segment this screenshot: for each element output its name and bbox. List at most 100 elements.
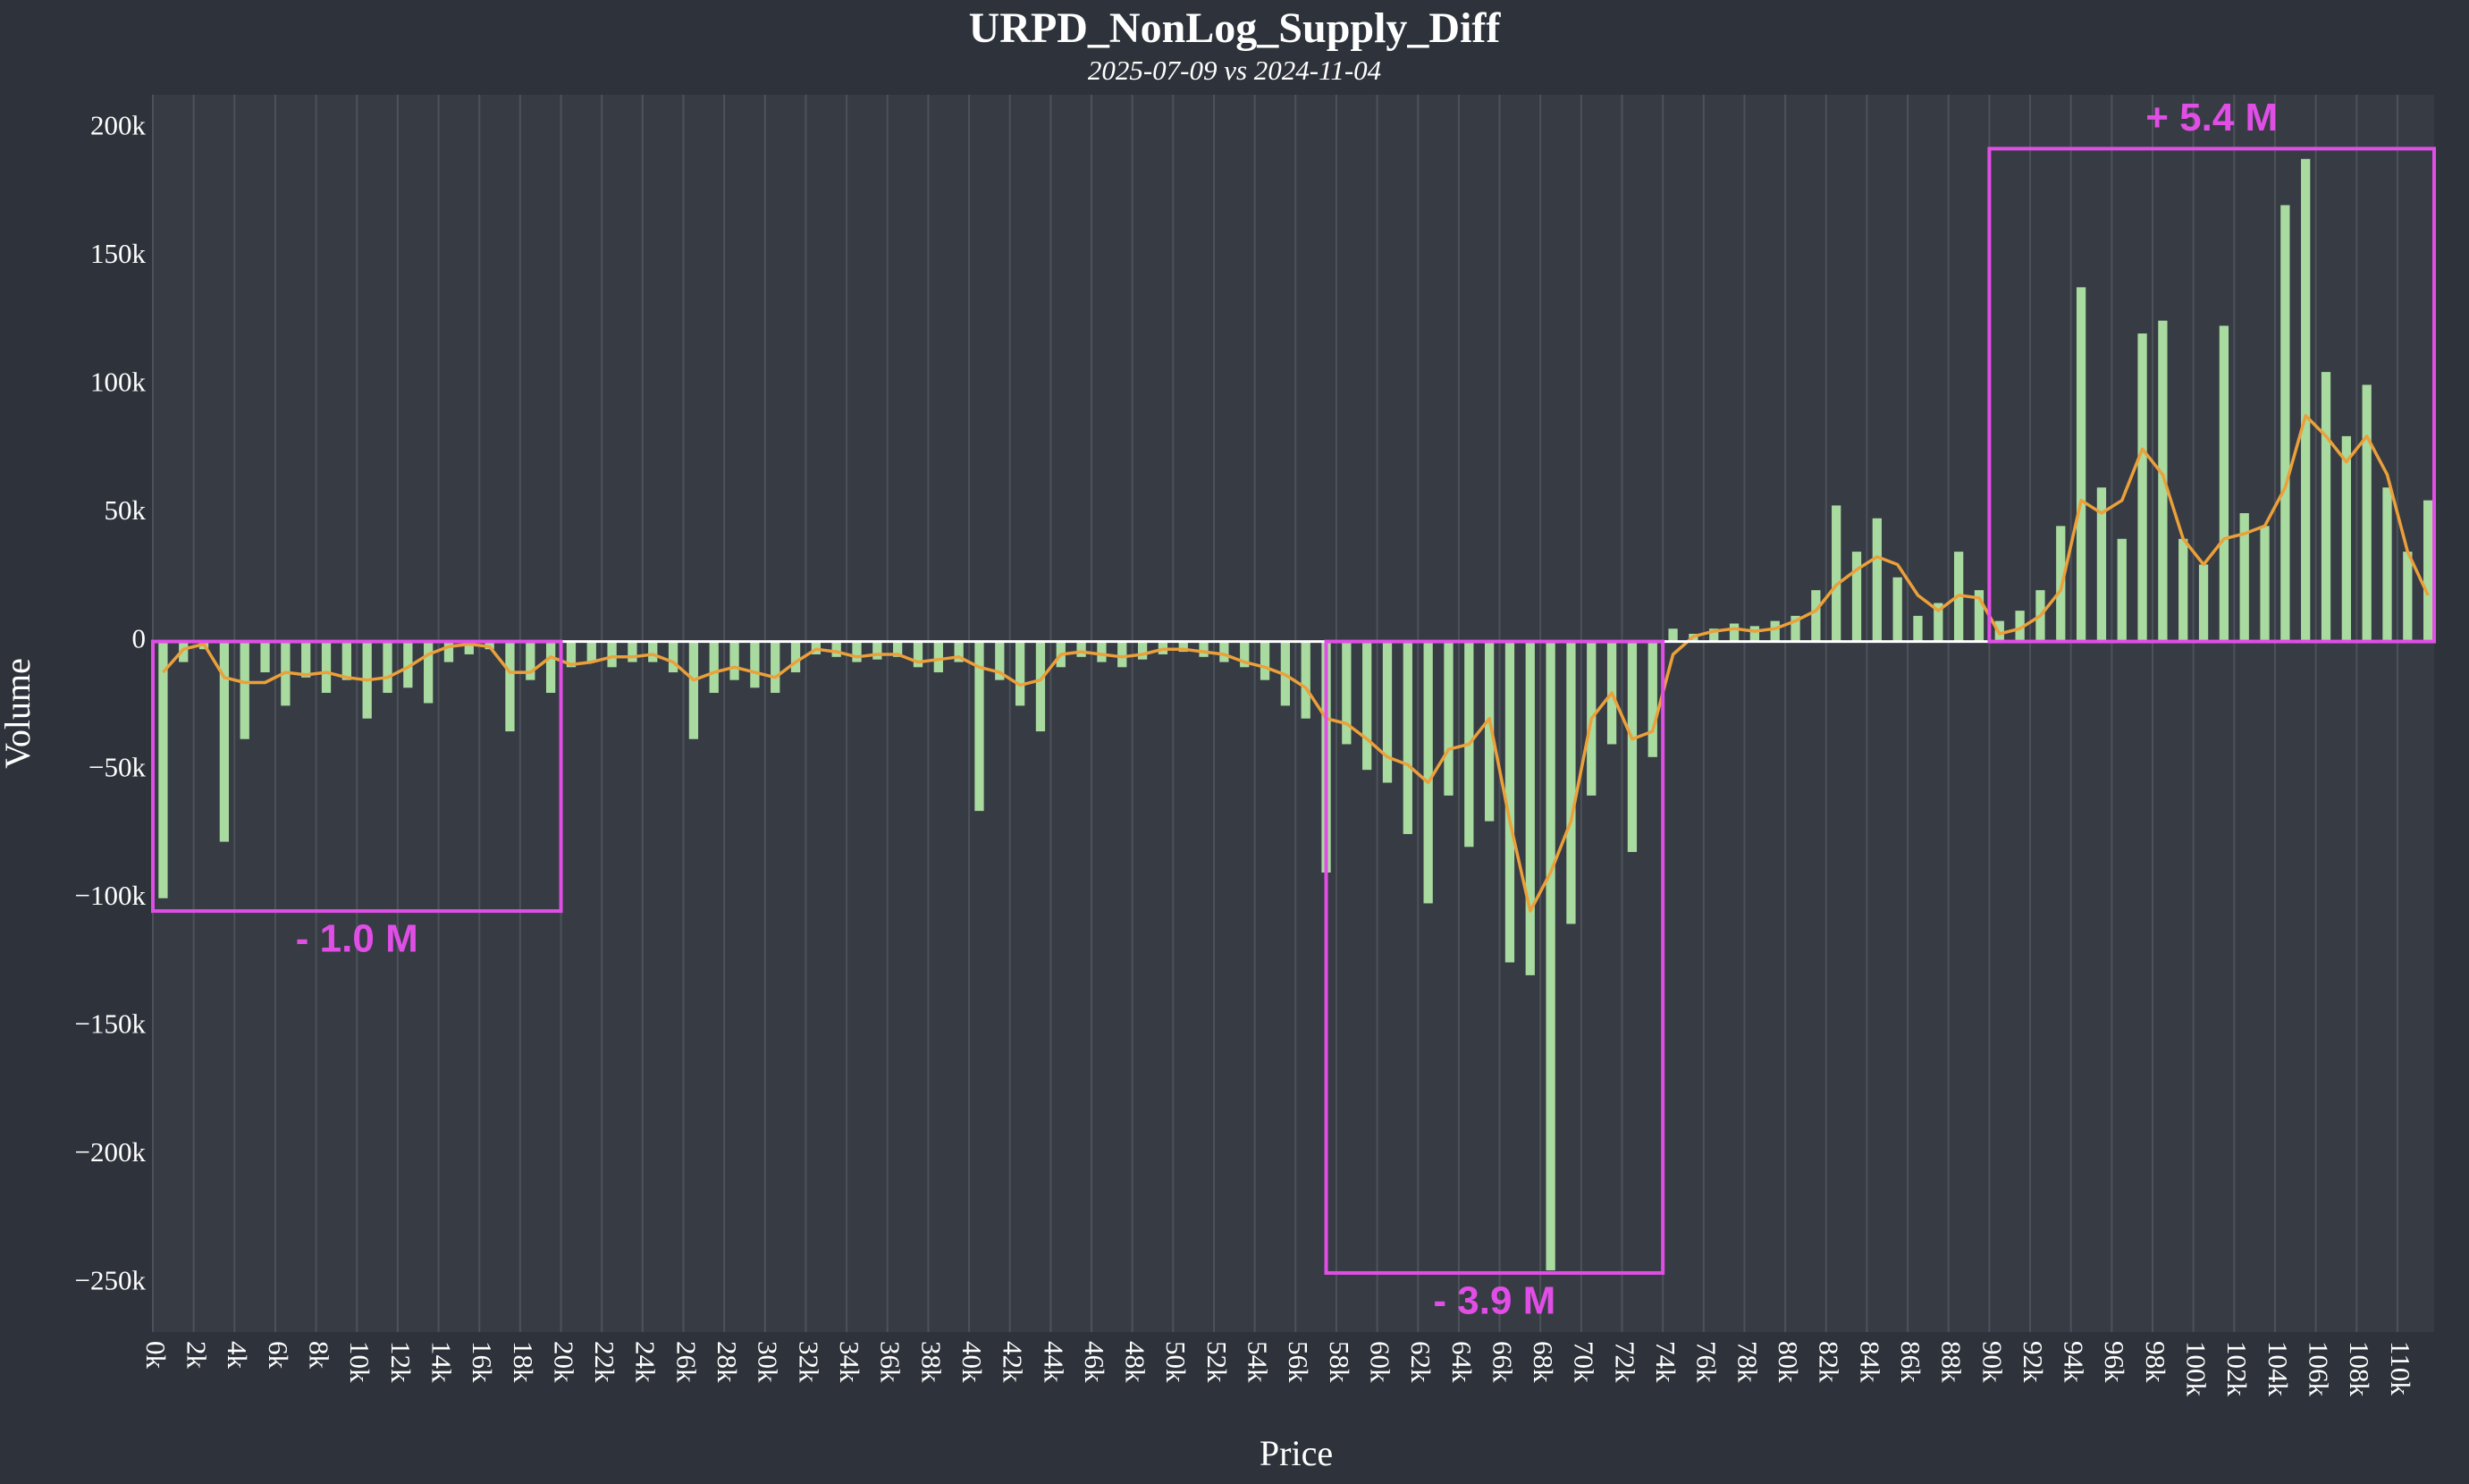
y-tick-label: −50k: [88, 751, 146, 782]
x-tick-label: 44k: [1038, 1341, 1069, 1383]
x-tick-label: 2k: [181, 1341, 213, 1370]
x-tick-label: 28k: [712, 1341, 743, 1383]
y-tick-label: 0: [132, 623, 147, 654]
x-tick-label: 110k: [2385, 1341, 2416, 1395]
bar: [1382, 641, 1393, 783]
bar: [1729, 623, 1740, 642]
bar: [648, 641, 658, 662]
bar: [1668, 628, 1678, 642]
bar: [974, 641, 984, 812]
bar: [1097, 641, 1107, 662]
x-tick-label: 14k: [426, 1341, 457, 1383]
y-tick-label: 200k: [90, 109, 147, 140]
y-axis-label: Volume: [0, 658, 38, 769]
bar: [1709, 628, 1719, 642]
bar: [790, 641, 801, 673]
bar: [893, 641, 903, 657]
bar: [1301, 641, 1310, 719]
bar: [1811, 590, 1821, 642]
x-tick-label: 50k: [1160, 1341, 1192, 1383]
bar: [2280, 205, 2290, 642]
bar: [995, 641, 1005, 680]
x-tick-label: 62k: [1405, 1341, 1437, 1383]
y-tick-label: −150k: [75, 1008, 147, 1039]
bar: [240, 641, 249, 739]
bar: [1546, 641, 1555, 1271]
x-tick-label: 60k: [1364, 1341, 1395, 1383]
bar: [2403, 552, 2413, 642]
x-tick-label: 20k: [548, 1341, 579, 1383]
bar: [1749, 626, 1760, 642]
bar: [505, 641, 515, 732]
x-tick-label: 84k: [1854, 1341, 1885, 1383]
x-tick-label: 72k: [1609, 1341, 1640, 1383]
bar: [1240, 641, 1250, 668]
annotation-label: - 1.0 M: [296, 917, 418, 961]
bar: [2096, 487, 2107, 642]
bar: [1035, 641, 1046, 732]
bar: [526, 641, 535, 680]
x-tick-label: 34k: [834, 1341, 865, 1383]
x-tick-label: 32k: [793, 1341, 824, 1383]
bar: [383, 641, 392, 694]
x-tick-label: 66k: [1487, 1341, 1518, 1383]
x-tick-label: 40k: [956, 1341, 988, 1383]
bar: [933, 641, 943, 673]
bar: [831, 641, 841, 657]
bar: [913, 641, 923, 668]
bar: [2015, 611, 2025, 642]
x-tick-label: 102k: [2221, 1341, 2253, 1397]
bar: [1137, 641, 1148, 660]
bar: [2301, 158, 2311, 642]
bar: [158, 641, 168, 898]
x-tick-label: 38k: [915, 1341, 947, 1383]
bar: [1484, 641, 1495, 822]
bar: [771, 641, 780, 694]
x-tick-label: 70k: [1569, 1341, 1600, 1383]
bar: [1076, 641, 1086, 657]
y-tick-label: −100k: [75, 880, 147, 911]
annotation-label: + 5.4 M: [2145, 96, 2278, 139]
bar: [566, 641, 577, 668]
bar: [341, 641, 351, 680]
bar: [872, 641, 882, 660]
bar: [1566, 641, 1576, 924]
bar: [1974, 590, 1984, 642]
bar: [2382, 487, 2392, 642]
bar: [2260, 526, 2270, 642]
bar: [2198, 564, 2209, 642]
bar: [1892, 577, 1902, 642]
bar: [1504, 641, 1515, 963]
bar: [2239, 513, 2249, 642]
x-tick-label: 18k: [508, 1341, 539, 1383]
bar: [1791, 615, 1800, 642]
bar: [443, 641, 454, 662]
x-tick-label: 76k: [1691, 1341, 1723, 1383]
x-tick-label: 36k: [875, 1341, 906, 1383]
x-tick-label: 22k: [589, 1341, 620, 1383]
plot-area: [153, 95, 2434, 1332]
bar: [301, 641, 311, 678]
bar: [2341, 435, 2351, 642]
y-tick-label: 100k: [90, 367, 147, 398]
x-tick-label: 30k: [753, 1341, 784, 1383]
x-tick-label: 46k: [1079, 1341, 1110, 1383]
bar: [2117, 538, 2127, 642]
annotation-box: [1324, 639, 1665, 1275]
x-tick-label: 42k: [998, 1341, 1029, 1383]
annotation-label: - 3.9 M: [1433, 1279, 1555, 1323]
x-tick-label: 26k: [670, 1341, 702, 1383]
bar: [607, 641, 617, 668]
x-tick-label: 74k: [1650, 1341, 1681, 1383]
bar: [2178, 538, 2188, 642]
x-tick-label: 24k: [630, 1341, 661, 1383]
x-tick-label: 92k: [2018, 1341, 2049, 1383]
bar: [688, 641, 699, 739]
bar: [729, 641, 739, 680]
bar: [1832, 505, 1841, 642]
x-tick-label: 52k: [1201, 1341, 1233, 1383]
bar: [1362, 641, 1372, 771]
x-tick-label: 78k: [1732, 1341, 1763, 1383]
x-tick-label: 64k: [1446, 1341, 1478, 1383]
